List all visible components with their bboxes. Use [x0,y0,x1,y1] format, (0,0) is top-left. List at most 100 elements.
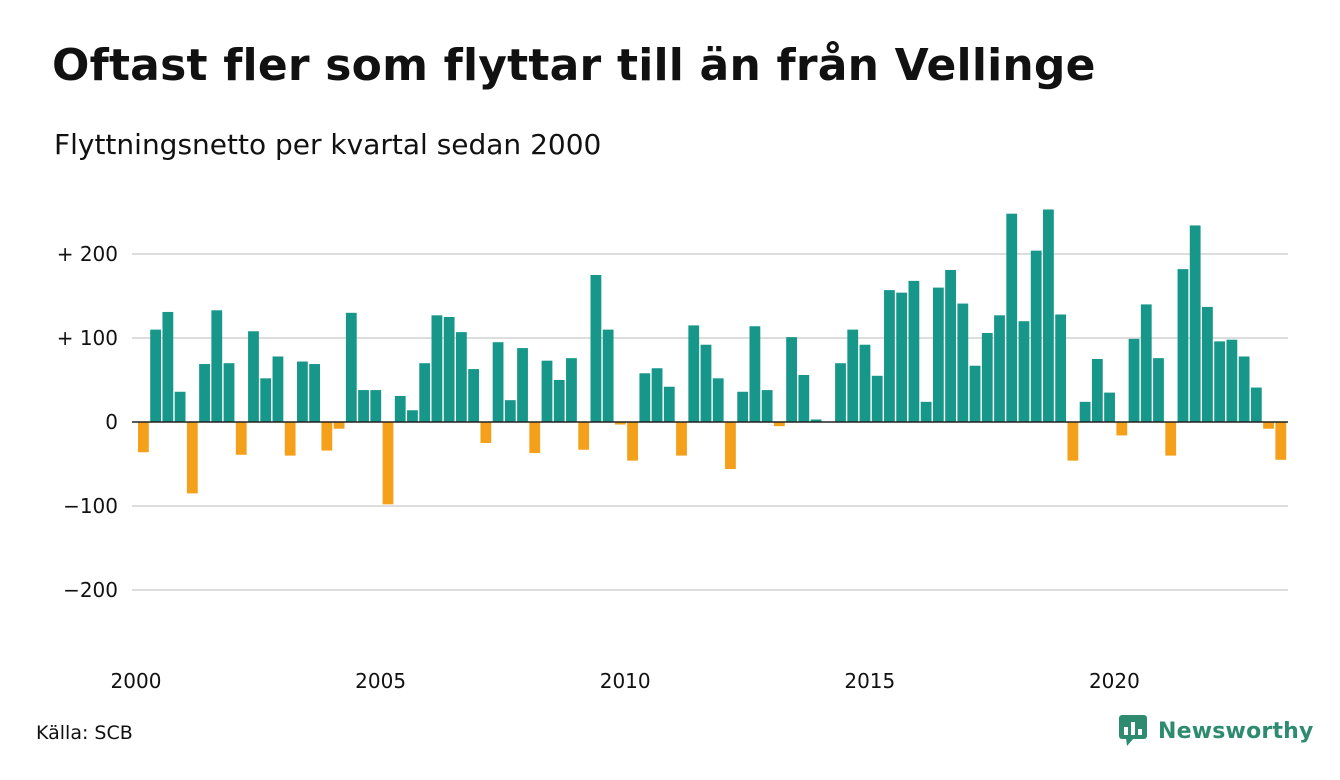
bars [138,209,1287,505]
bar [407,410,418,422]
chart-title: Oftast fler som flyttar till än från Vel… [52,40,1096,91]
bar [1055,314,1067,422]
bar [1116,422,1128,436]
bar [455,332,467,422]
chart-subtitle: Flyttningsnetto per kvartal sedan 2000 [54,128,602,161]
bar [468,369,480,422]
bar [798,374,810,422]
bar [553,380,565,422]
bar [1275,422,1287,460]
y-tick-label: −100 [63,494,118,518]
bar [614,422,626,425]
bar [1214,341,1226,422]
gridlines [132,253,1288,591]
bar [1263,422,1274,429]
bar [896,292,908,422]
bar [749,326,761,422]
bar [309,364,321,422]
brand-name: Newsworthy [1158,718,1314,744]
bar [1238,356,1250,422]
bar [529,422,541,454]
x-tick-label: 2010 [600,669,651,693]
bar [1104,392,1115,422]
bar [260,378,272,422]
bar [1140,304,1152,422]
y-tick-label: + 100 [57,326,118,350]
bar [737,391,749,422]
bar [786,337,797,422]
bar [981,332,993,422]
bar [945,269,956,422]
bar [1018,321,1030,422]
bar [211,310,223,422]
bar [150,329,162,422]
bar [884,290,895,422]
bar [492,342,504,422]
bar [627,422,638,461]
bar [345,312,357,422]
newsworthy-chart-bubble-icon [1119,715,1147,746]
bar [1153,358,1164,422]
bar [1128,338,1140,422]
bar [370,390,382,422]
bar [712,378,724,422]
bar [871,375,883,422]
bar [847,329,859,422]
bar [186,422,198,494]
y-tick-label: −200 [63,578,118,602]
bar [199,364,210,422]
bar [835,363,846,422]
bar [431,315,443,422]
bar [284,422,296,456]
bar [773,422,785,427]
x-tick-label: 2020 [1089,669,1140,693]
bar [517,348,528,422]
bar [908,280,920,422]
bar [1177,269,1189,422]
bar [566,358,577,422]
bar [541,360,553,422]
bar [223,363,235,422]
y-tick-label: + 200 [57,242,118,266]
bar [1079,401,1091,422]
bar [235,422,247,455]
source-note: Källa: SCB [36,722,133,744]
y-axis-labels: + 200 + 100 0 −100 −200 [57,242,118,602]
bar [639,373,651,422]
bar [1165,422,1177,456]
bar [957,303,969,422]
bar [761,390,773,422]
bar [321,422,333,451]
bar [1202,306,1213,422]
bar [443,317,455,422]
bar [1091,359,1103,422]
bar [578,422,590,450]
bar [1067,422,1079,461]
bar [504,400,516,422]
bar [602,329,614,422]
bar [296,361,308,422]
bar [1030,250,1042,422]
bar [382,422,394,505]
y-tick-label: 0 [105,410,118,434]
x-tick-label: 2015 [844,669,895,693]
bar [480,422,492,443]
bar [676,422,687,456]
bar [272,356,284,422]
bar [358,390,369,422]
bar [663,386,675,422]
x-axis-labels: 2000 2005 2010 2015 2020 [111,669,1140,693]
bar [700,344,712,422]
bar [932,287,944,422]
x-tick-label: 2005 [355,669,406,693]
brand-logo: Newsworthy [1118,714,1314,748]
bar [920,401,932,422]
bar [590,275,602,422]
bar [248,331,259,422]
bar [1226,339,1238,422]
bar [333,422,345,429]
bar [994,315,1005,422]
bar [1043,209,1054,422]
bar [138,422,149,453]
